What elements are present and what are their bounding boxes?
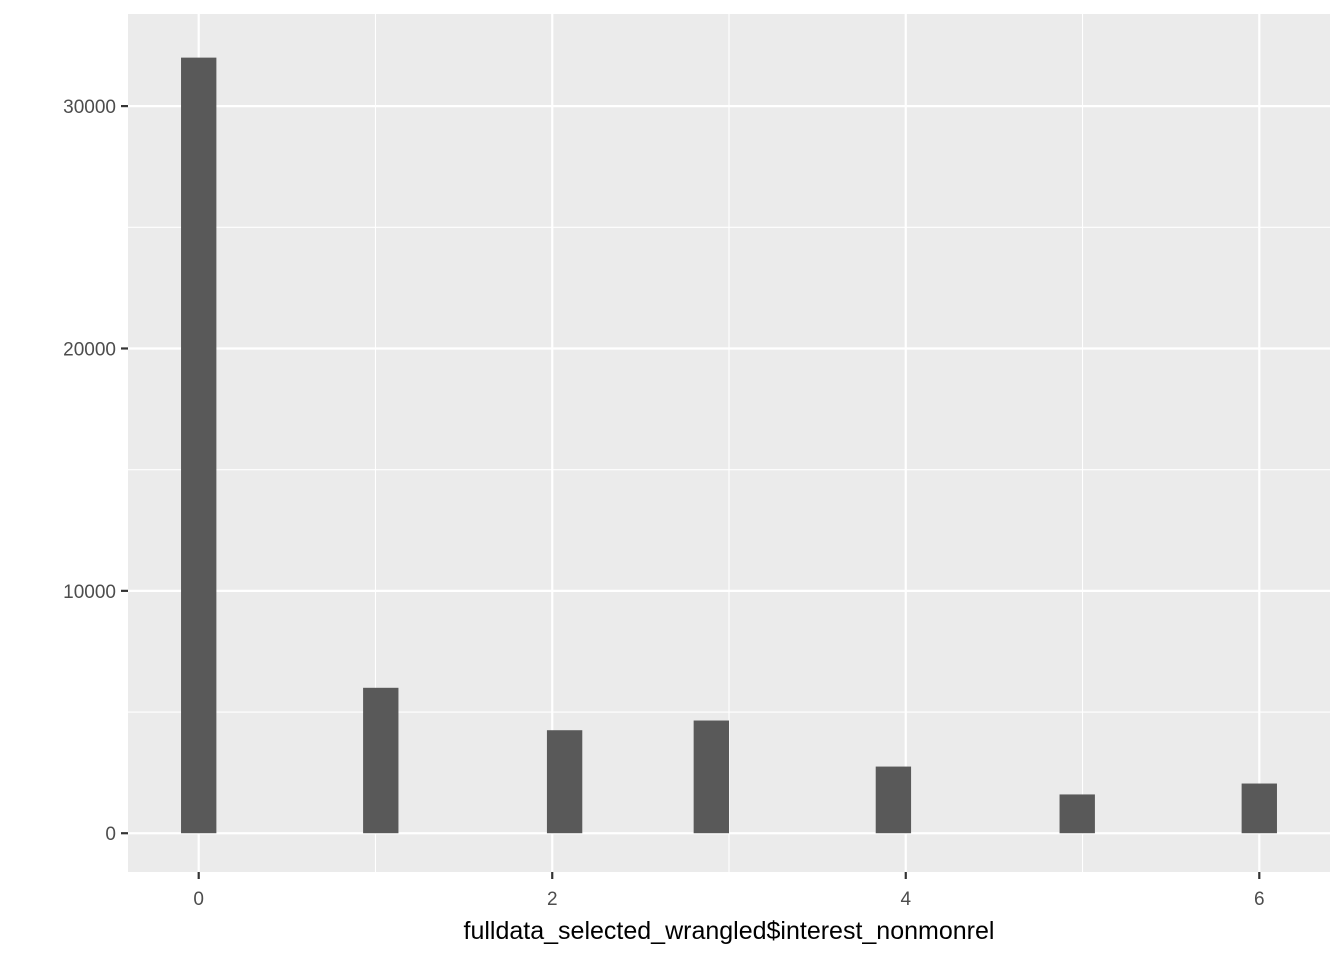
histogram-bar <box>181 57 217 834</box>
histogram-bar <box>546 730 583 834</box>
x-axis-title: fulldata_selected_wrangled$interest_nonm… <box>464 917 995 945</box>
x-tick-label: 2 <box>547 889 558 910</box>
y-tick-label: 20000 <box>63 339 116 360</box>
histogram-bar <box>1241 783 1277 834</box>
minor-gridlines <box>128 14 1330 872</box>
x-tick-label: 6 <box>1254 889 1265 910</box>
bars <box>181 57 1277 834</box>
x-axis: 0 2 4 6 <box>193 872 1265 910</box>
histogram-bar <box>693 720 729 834</box>
y-tick-label: 30000 <box>63 97 116 118</box>
x-tick-label: 4 <box>900 889 911 910</box>
histogram-bar <box>363 687 399 834</box>
y-axis: 0 10000 20000 30000 <box>63 97 128 845</box>
histogram-bar <box>1059 794 1095 834</box>
y-tick-label: 0 <box>105 824 116 845</box>
x-tick-label: 0 <box>193 889 204 910</box>
histogram-bar <box>875 766 912 834</box>
y-tick-label: 10000 <box>63 582 116 603</box>
